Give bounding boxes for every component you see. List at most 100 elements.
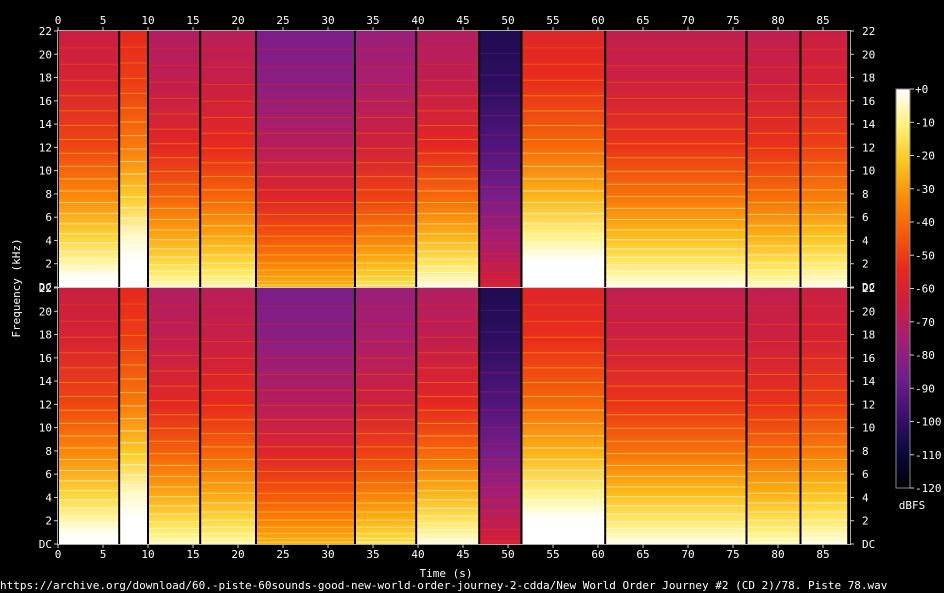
x-tick-label-top: 35	[366, 14, 379, 27]
y-tick-label-left: 22	[39, 25, 52, 38]
colorbar-tick-label: -90	[915, 382, 935, 395]
spectrogram-segment	[747, 31, 800, 287]
x-axis-top: 0 5 10 15 20 25 30 35 40 45 50 55 60 65 70 75 80 85	[55, 14, 830, 31]
colorbar	[895, 88, 911, 489]
colorbar-tick-label: +0	[915, 83, 928, 96]
spectrogram-segment	[120, 31, 147, 287]
spectrogram-segment	[480, 31, 521, 287]
colorbar-tick-label: -10	[915, 116, 935, 129]
spectrogram-segment	[356, 31, 416, 287]
x-tick-label-top: 20	[231, 14, 244, 27]
x-tick-label-top: 50	[501, 14, 514, 27]
colorbar-ticks: +0 -10 -20 -30 -40 -50 -60 -70 -80 -90 -100 -110 -12…	[910, 83, 942, 495]
colorbar-tick-label: -110	[915, 449, 942, 462]
y-tick-label-left: DC	[39, 281, 52, 294]
y-tick-label-right: 14	[862, 375, 876, 388]
y-tick-label-right: 12	[862, 141, 875, 154]
y-tick-label-left: 2	[45, 515, 52, 528]
x-tick-label-bottom: 65	[636, 548, 649, 561]
spectrogram-segment	[801, 288, 848, 544]
spectrogram-segment	[120, 288, 147, 544]
y-tick-label-right: 14	[862, 118, 876, 131]
x-tick-label-top: 80	[771, 14, 784, 27]
y-tick-label-left: 16	[39, 95, 52, 108]
spectrogram-segment	[522, 288, 605, 544]
y-tick-label-right: 4	[862, 491, 869, 504]
x-tick-label-top: 15	[186, 14, 199, 27]
x-tick-label-bottom: 20	[231, 548, 244, 561]
y-tick-label-left: DC	[39, 538, 52, 551]
x-tick-label-bottom: 10	[141, 548, 154, 561]
y-tick-label-left: 4	[45, 491, 52, 504]
y-tick-label-left: 10	[39, 165, 52, 178]
x-tick-label-bottom: 35	[366, 548, 379, 561]
x-tick-label-top: 5	[100, 14, 107, 27]
y-tick-label-left: 14	[39, 375, 53, 388]
x-axis-bottom: 0 5 10 15 20 25 30 35 40 45 50 55 60 65 70 75 80 85	[55, 544, 830, 561]
spectrogram-segment	[747, 288, 800, 544]
y-tick-label-right: DC	[862, 281, 875, 294]
channel-2-spectrogram	[59, 288, 848, 544]
x-tick-label-bottom: 70	[681, 548, 694, 561]
colorbar-tick-label: -100	[915, 416, 942, 429]
x-tick-label-top: 60	[591, 14, 604, 27]
spectrogram-segment	[606, 288, 746, 544]
y-tick-label-left: 6	[45, 211, 52, 224]
spectrogram-segment	[59, 31, 119, 287]
y-tick-label-right: 4	[862, 234, 869, 247]
spectrogram-segment	[149, 31, 200, 287]
y-tick-label-left: 12	[39, 141, 52, 154]
y-tick-label-left: 16	[39, 352, 52, 365]
y-tick-label-right: 22	[862, 25, 875, 38]
x-tick-label-top: 65	[636, 14, 649, 27]
spectrogram-segment	[149, 288, 200, 544]
colorbar-tick-label: -60	[915, 283, 935, 296]
x-axis-label: Time (s)	[420, 567, 473, 580]
y-tick-label-right: 8	[862, 445, 869, 458]
y-tick-label-left: 8	[45, 188, 52, 201]
colorbar-tick-label: -30	[915, 183, 935, 196]
colorbar-tick-label: -50	[915, 249, 935, 262]
x-tick-label-top: 40	[411, 14, 424, 27]
x-tick-label-top: 25	[276, 14, 289, 27]
colorbar-tick-label: -40	[915, 216, 935, 229]
x-tick-label-bottom: 0	[55, 548, 62, 561]
x-tick-label-bottom: 40	[411, 548, 424, 561]
y-tick-label-right: 2	[862, 258, 869, 271]
spectrogram-segment	[417, 31, 479, 287]
spectrogram-segment	[801, 31, 848, 287]
x-tick-label-top: 30	[321, 14, 334, 27]
spectrogram-segment	[480, 288, 521, 544]
y-tick-label-left: 4	[45, 234, 52, 247]
x-tick-label-top: 70	[681, 14, 694, 27]
colorbar-label: dBFS	[899, 499, 926, 512]
y-axis-label: Frequency (kHz)	[10, 238, 23, 337]
y-tick-label-right: 8	[862, 188, 869, 201]
y-tick-label-right: 10	[862, 165, 875, 178]
colorbar-tick-label: -70	[915, 316, 935, 329]
spectrogram-segment	[201, 288, 255, 544]
x-tick-label-bottom: 55	[546, 548, 559, 561]
y-tick-label-left: 8	[45, 445, 52, 458]
spectrogram-segment	[201, 31, 255, 287]
y-tick-label-right: 20	[862, 48, 875, 61]
y-tick-label-right: 16	[862, 352, 875, 365]
spectrogram-segment	[257, 31, 354, 287]
y-tick-label-right: 20	[862, 305, 875, 318]
source-url: https://archive.org/download/60.-piste-6…	[0, 579, 888, 592]
x-tick-label-bottom: 5	[100, 548, 107, 561]
spectrogram-segment	[257, 288, 354, 544]
spectrogram-segment	[59, 288, 119, 544]
y-tick-label-left: 20	[39, 305, 52, 318]
spectrogram-segment	[356, 288, 416, 544]
x-tick-label-bottom: 15	[186, 548, 199, 561]
spectrogram-segment	[522, 31, 605, 287]
y-tick-label-right: 2	[862, 515, 869, 528]
y-tick-label-left: 12	[39, 398, 52, 411]
x-tick-label-top: 85	[816, 14, 829, 27]
y-tick-label-right: 10	[862, 422, 875, 435]
colorbar-tick-label: -20	[915, 150, 935, 163]
x-tick-label-bottom: 80	[771, 548, 784, 561]
